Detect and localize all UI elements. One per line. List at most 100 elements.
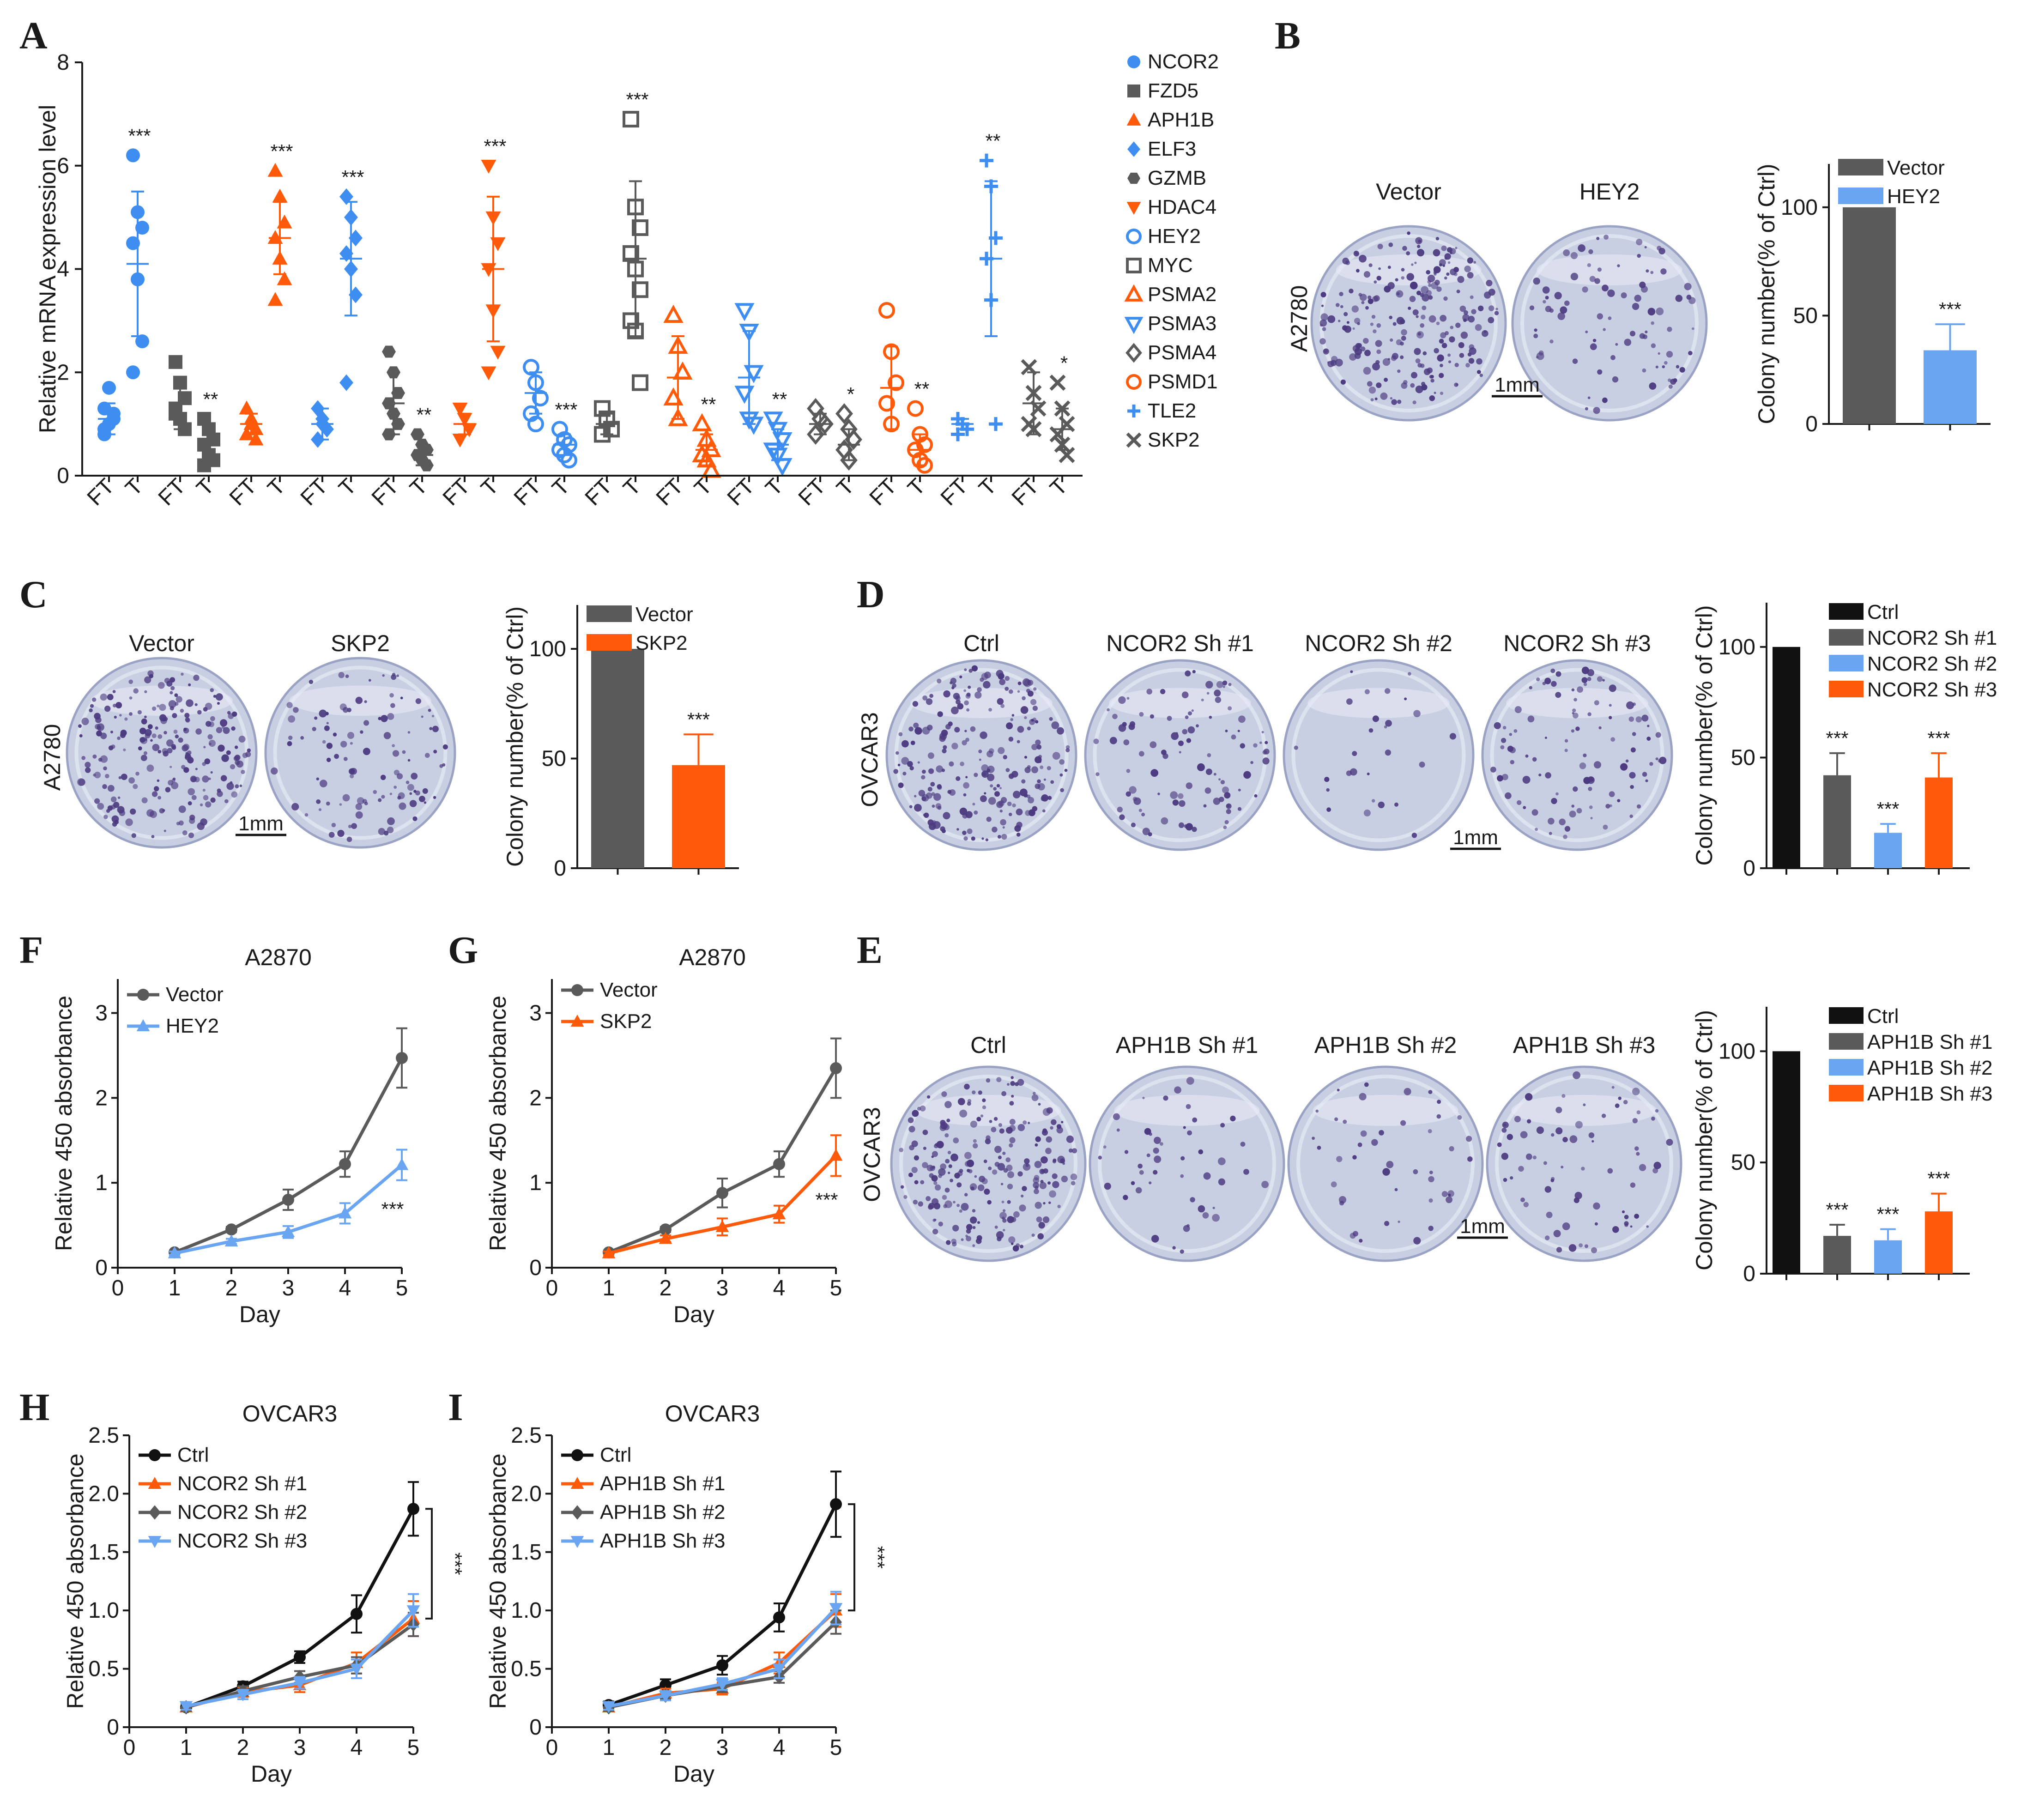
colony	[950, 681, 953, 684]
colony	[1039, 1182, 1047, 1189]
sig-gzmb: **	[417, 404, 432, 426]
colony	[152, 744, 160, 751]
colony	[340, 741, 347, 748]
colony	[110, 796, 117, 803]
colony	[1376, 349, 1381, 354]
colony	[1002, 1151, 1006, 1155]
point-hdac4-t	[481, 160, 496, 174]
colony	[961, 1238, 964, 1241]
colony	[293, 707, 299, 713]
point-psma3-ft	[734, 303, 755, 321]
colony	[1578, 244, 1585, 252]
colony	[415, 698, 422, 704]
point-tle2-t	[980, 153, 993, 168]
y-tick-label: 8	[57, 50, 69, 75]
colony	[963, 782, 970, 789]
colony	[1178, 740, 1184, 746]
colony	[378, 717, 381, 720]
colony	[1035, 1143, 1038, 1147]
colony	[1610, 737, 1616, 742]
legend-swatch-0	[1829, 603, 1864, 620]
point-ncor2-t	[135, 221, 149, 235]
x-tick-label: T	[974, 474, 1001, 501]
colony	[1009, 689, 1013, 694]
colony	[1601, 1113, 1606, 1118]
colony	[402, 750, 406, 754]
colony	[1585, 407, 1588, 411]
colony	[1588, 786, 1592, 791]
colony	[239, 784, 242, 787]
colony	[194, 777, 200, 782]
colony	[927, 1095, 931, 1099]
colony	[1396, 292, 1400, 296]
colony	[1517, 800, 1522, 805]
cell-line-label: A2780	[1286, 285, 1312, 352]
y-tick-label: 0	[1805, 412, 1818, 436]
colony	[174, 693, 178, 697]
colony	[1609, 684, 1616, 692]
colony	[355, 696, 363, 704]
colony	[1387, 266, 1391, 269]
point-myc-t	[623, 245, 639, 262]
colony	[974, 773, 978, 777]
colony	[1207, 753, 1211, 757]
colony	[1047, 766, 1051, 770]
colony	[1024, 716, 1027, 720]
mean-sd-psma2-ft	[667, 335, 689, 420]
colony	[1188, 711, 1192, 716]
colony	[908, 1125, 915, 1133]
colony	[1198, 1149, 1204, 1155]
colony	[988, 1167, 992, 1170]
colony	[947, 790, 952, 794]
colony	[1560, 306, 1567, 314]
colony	[1265, 741, 1268, 744]
colony	[1413, 1237, 1421, 1245]
colony	[139, 737, 145, 743]
colony	[1057, 1155, 1065, 1163]
colony	[1050, 1126, 1053, 1130]
colony	[1071, 1181, 1076, 1185]
colony	[429, 727, 433, 731]
colony	[964, 700, 969, 706]
x-tick-label: 5	[830, 1735, 842, 1760]
colony	[937, 678, 942, 683]
colony	[191, 795, 197, 800]
colony	[1215, 696, 1222, 703]
colony	[893, 769, 898, 774]
colony	[946, 1119, 950, 1123]
colony	[396, 674, 399, 677]
colony	[1363, 271, 1371, 278]
dish-1	[1089, 1065, 1285, 1262]
colony	[1336, 1156, 1343, 1162]
colony	[1144, 1128, 1151, 1135]
legend-marker-1	[570, 1015, 584, 1027]
colony	[1592, 339, 1597, 342]
colony	[1004, 676, 1010, 681]
series-point-0	[294, 1651, 306, 1663]
colony	[124, 717, 128, 721]
legend-label-myc: MYC	[1148, 254, 1193, 277]
sig-elf3: ***	[341, 166, 364, 188]
colony	[1467, 272, 1474, 278]
colony	[1401, 329, 1407, 336]
colony	[1243, 771, 1251, 779]
colony	[1670, 379, 1676, 385]
legend-label-psma2: PSMA2	[1148, 283, 1216, 306]
legend-marker-psma2	[1124, 284, 1144, 302]
colony	[1160, 1142, 1163, 1146]
colony	[1644, 246, 1647, 248]
colony	[1186, 1224, 1190, 1227]
colony	[393, 786, 397, 789]
colony	[917, 761, 920, 764]
x-tick-label: 3	[716, 1735, 729, 1760]
mean-sd-psma3-ft	[738, 330, 760, 425]
colony	[1124, 1150, 1129, 1154]
y-axis-title: Relative mRNA expression level	[35, 105, 61, 433]
colony	[144, 715, 147, 719]
colony	[933, 1203, 941, 1209]
point-myc-ft	[603, 421, 620, 438]
colony	[1016, 832, 1021, 837]
colony	[286, 702, 293, 708]
colony	[1357, 1143, 1362, 1147]
colony	[1448, 360, 1452, 363]
